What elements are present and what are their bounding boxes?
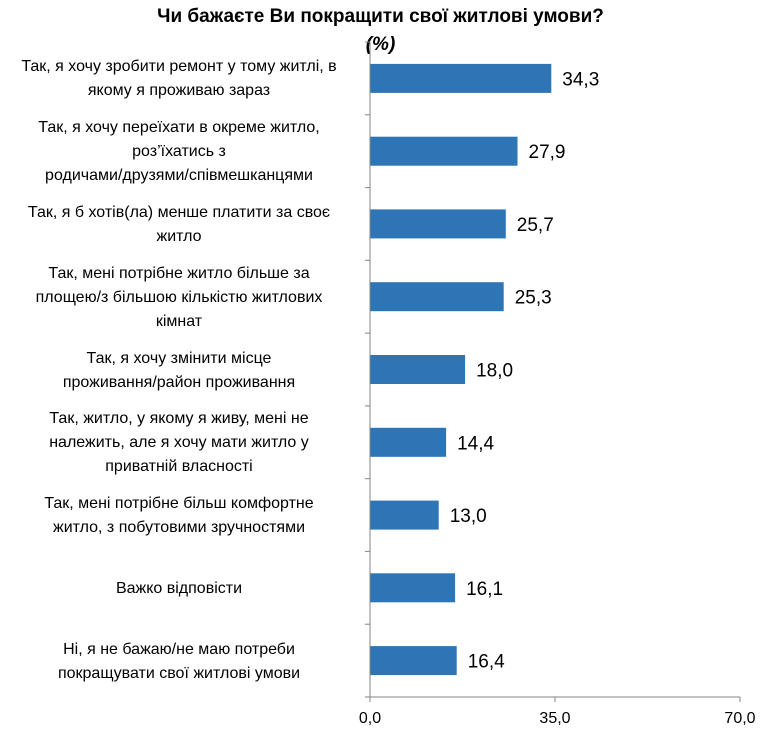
category-label-line: Так, я хочу зробити ремонт у тому житлі,… (21, 58, 337, 76)
category-label-line: житло, з побутовими зручностями (53, 519, 305, 537)
value-label: 13,0 (450, 506, 487, 527)
category-label-line: Так, житло, у якому я живу, мені не (49, 410, 309, 428)
value-label: 25,7 (517, 215, 554, 236)
x-tick-label: 70,0 (724, 710, 755, 727)
category-label-line: родичами/друзями/співмешканцями (45, 167, 313, 185)
category-label: Так, я хочу змінити місце проживання/райо… (4, 347, 354, 395)
chart-title: Чи бажаєте Ви покращити свої житлові умо… (157, 6, 604, 27)
category-label: Так, мені потрібне житло більше за площею… (4, 262, 354, 334)
category-label-line: якому я проживаю зараз (87, 82, 271, 100)
value-label: 27,9 (529, 142, 566, 163)
category-label: Так, мені потрібне більш комфортне житло,… (4, 492, 354, 540)
value-label: 16,1 (466, 579, 503, 600)
value-label: 18,0 (476, 361, 513, 382)
category-label-line: Так, я хочу змінити місце (86, 349, 272, 367)
bar (370, 355, 466, 384)
category-label-line: житло (156, 227, 202, 245)
category-label-line: Так, я хочу переїхати в окреме житло, (38, 119, 320, 137)
bar (370, 63, 552, 93)
category-label-line: належить, але я хочу мати житло у (49, 434, 309, 452)
bar (370, 573, 456, 603)
bar (370, 646, 457, 676)
category-label-line: роз’їхатись з (132, 143, 226, 161)
category-label-line: Так, я б хотів(ла) менше платити за своє (27, 203, 331, 221)
category-label: Ні, я не бажаю/не маю потреби покращувати… (4, 638, 354, 686)
bar (370, 500, 439, 530)
category-label: Так, я хочу переїхати в окреме житло, роз… (4, 116, 354, 188)
category-label: Так, я б хотів(ла) менше платити за своє… (4, 201, 354, 249)
category-label: Важко відповісти (4, 577, 354, 601)
category-label-line: площею/з більшою кількістю житлових (35, 288, 323, 306)
value-label: 16,4 (468, 652, 505, 673)
bar (370, 427, 447, 457)
x-tick-label: 0,0 (359, 710, 381, 727)
chart-subtitle: (%) (365, 34, 396, 55)
category-label-line: Так, мені потрібне житло більше за (48, 264, 310, 282)
value-label: 34,3 (562, 69, 599, 90)
category-label-line: Так, мені потрібне більш комфортне (44, 495, 314, 513)
category-label-line: кімнат (155, 312, 203, 330)
value-label: 14,4 (457, 433, 494, 454)
category-label-line: приватній власності (105, 458, 253, 476)
category-label-line: Важко відповісти (115, 579, 243, 597)
bar (370, 136, 518, 166)
category-label-line: проживання/район проживання (62, 373, 296, 391)
bar (370, 209, 506, 239)
value-label: 25,3 (515, 288, 552, 309)
category-label-line: покращувати свої житлові умови (57, 664, 301, 682)
category-label-line: Ні, я не бажаю/не маю потреби (63, 640, 295, 658)
x-tick-label: 35,0 (539, 710, 570, 727)
category-label: Так, я хочу зробити ремонт у тому житлі,… (4, 55, 354, 103)
bar (370, 282, 504, 312)
category-label: Так, житло, у якому я живу, мені не належ… (4, 407, 354, 479)
